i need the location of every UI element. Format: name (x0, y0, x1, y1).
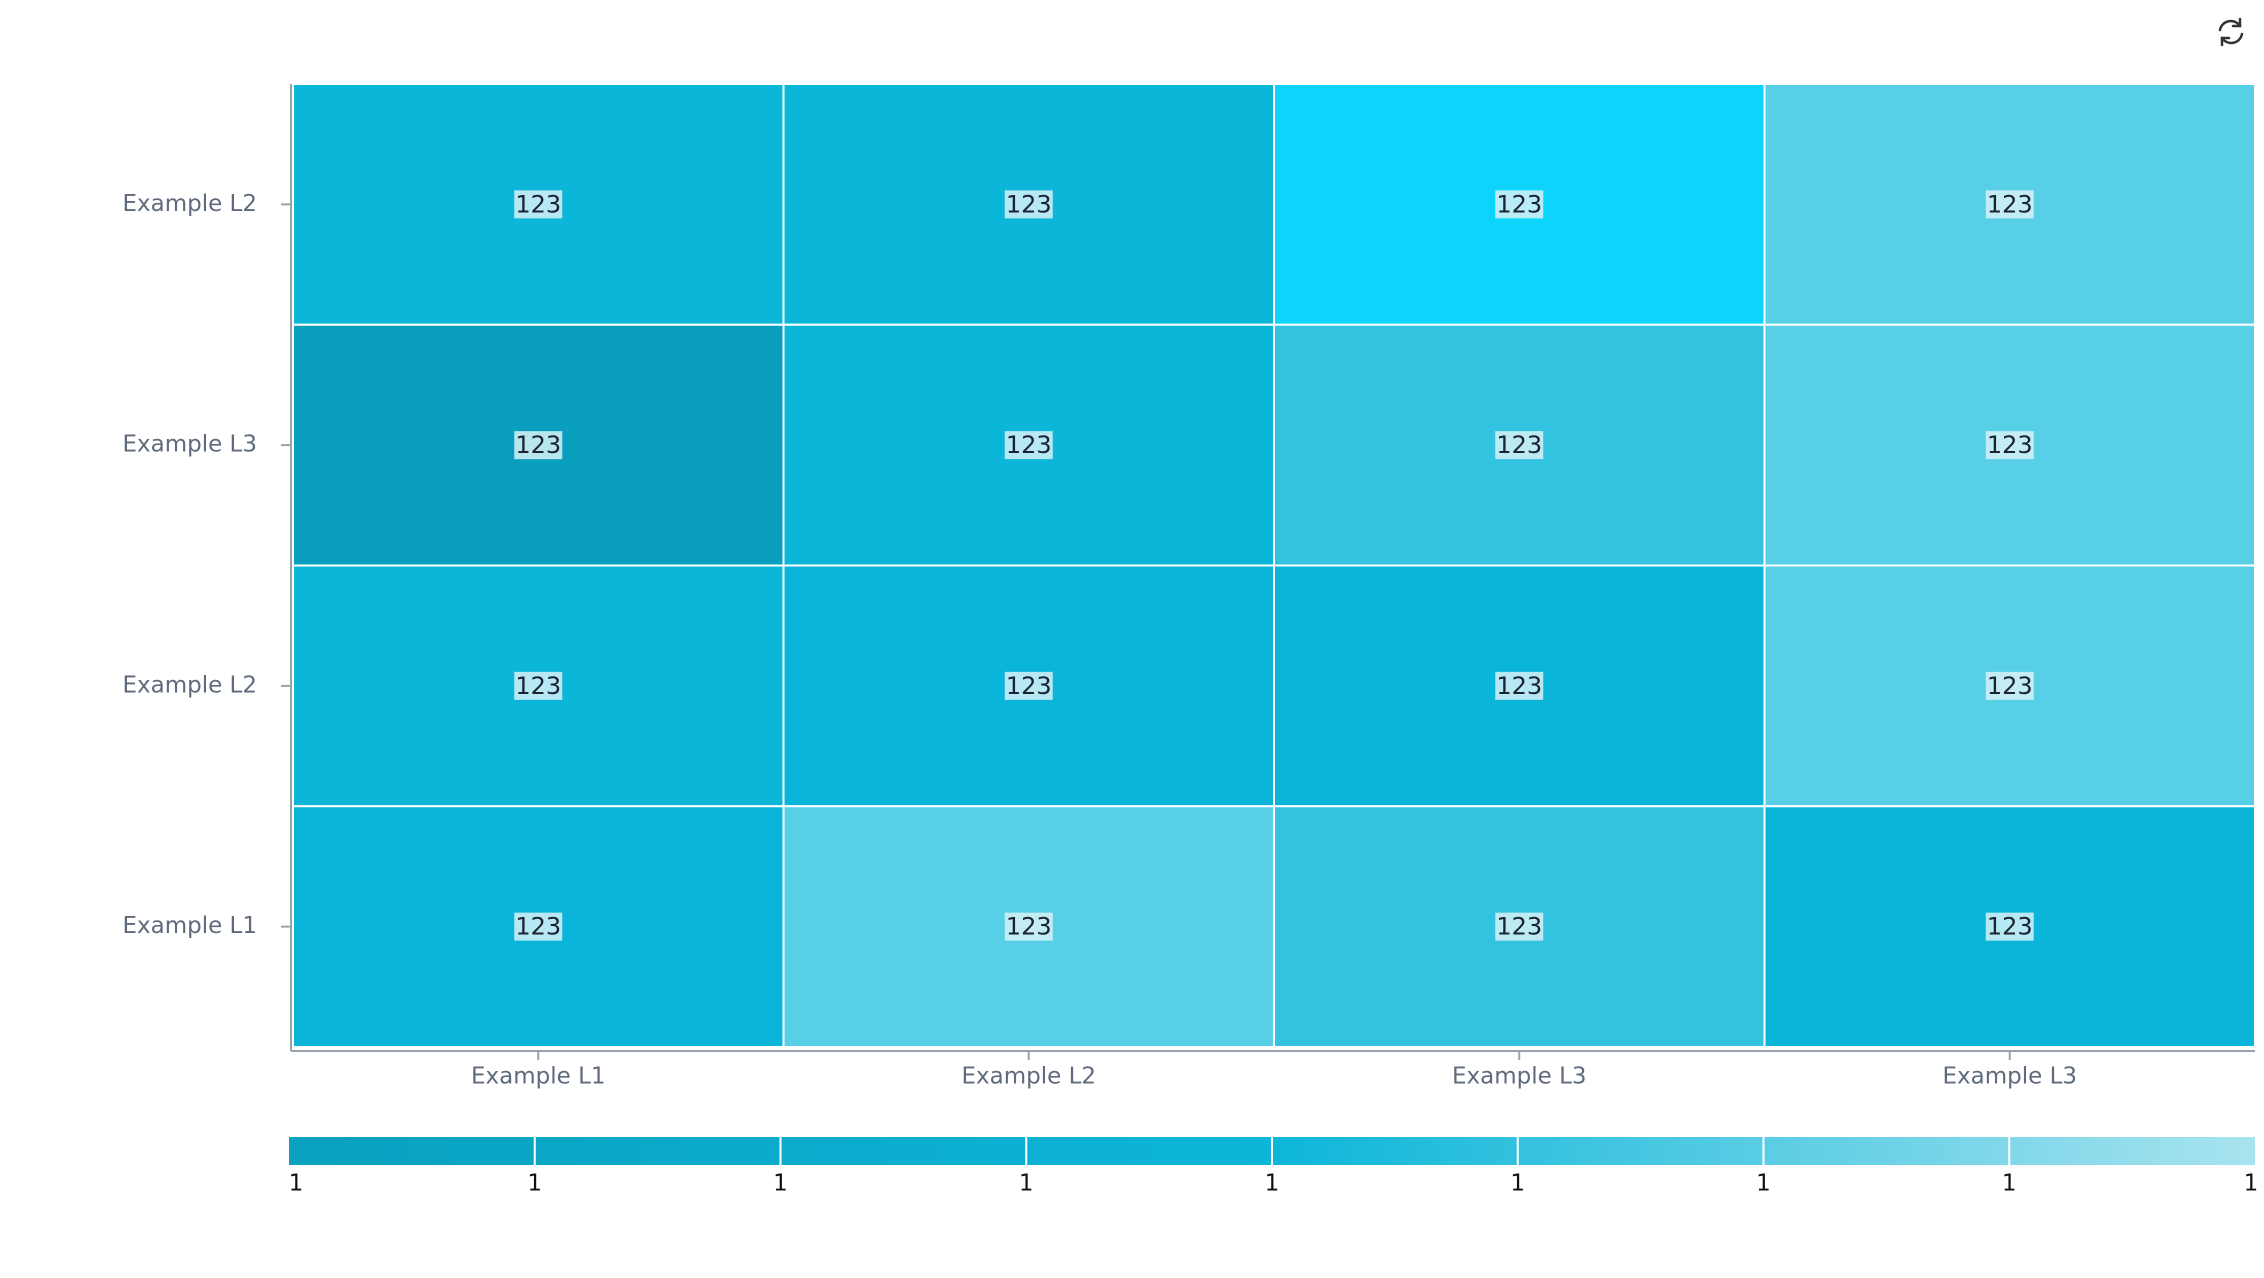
refresh-arrow[interactable] (2220, 36, 2231, 47)
cell-label: 123 (1496, 672, 1542, 700)
cell-label-bg (514, 190, 563, 219)
cell-label-bg (1495, 190, 1544, 219)
cell-label: 123 (1006, 190, 1052, 218)
cell-label: 123 (1987, 431, 2033, 459)
cell-label: 123 (1006, 672, 1052, 700)
cell-label-bg (1004, 671, 1053, 700)
colorbar-tick-label: 1 (1756, 1171, 1771, 1197)
cell-label: 123 (1496, 190, 1542, 218)
cell-label-bg (514, 912, 563, 941)
cell-label-bg (1985, 190, 2034, 219)
cell-label: 123 (1006, 913, 1052, 941)
colorbar-tick-label: 1 (773, 1171, 788, 1197)
refresh-arrow[interactable] (2231, 17, 2242, 28)
cell-label: 123 (515, 913, 561, 941)
cell-label-bg (1004, 431, 1053, 460)
cell-label-bg (1495, 912, 1544, 941)
colorbar-tick-label: 1 (527, 1171, 542, 1197)
x-tick-label: Example L2 (961, 1064, 1096, 1090)
cell-label-bg (1495, 431, 1544, 460)
y-tick-label: Example L2 (122, 191, 257, 217)
y-tick-label: Example L3 (122, 432, 257, 458)
cell-label: 123 (1987, 190, 2033, 218)
refresh-button[interactable] (2218, 17, 2244, 47)
x-tick-label: Example L3 (1942, 1064, 2077, 1090)
cell-label-bg (1985, 431, 2034, 460)
cell-label: 123 (515, 190, 561, 218)
colorbar-tick-label: 1 (289, 1171, 304, 1197)
x-tick-label: Example L3 (1452, 1064, 1587, 1090)
cell-label-bg (1495, 671, 1544, 700)
colorbar-tick-label: 1 (1265, 1171, 1280, 1197)
cell-label: 123 (515, 431, 561, 459)
cell-label: 123 (1987, 913, 2033, 941)
y-tick-label: Example L1 (122, 913, 257, 939)
cell-label-bg (1004, 912, 1053, 941)
refresh-arc[interactable] (2220, 32, 2244, 45)
y-tick-label: Example L2 (122, 672, 257, 698)
cell-label-bg (1985, 912, 2034, 941)
colorbar-tick-label: 1 (1510, 1171, 1525, 1197)
cell-label-bg (514, 431, 563, 460)
cell-label: 123 (1987, 672, 2033, 700)
cell-label-bg (514, 671, 563, 700)
colorbar-tick-label: 1 (2002, 1171, 2017, 1197)
refresh-arc[interactable] (2218, 19, 2242, 32)
cell-label-bg (1985, 671, 2034, 700)
colorbar-tick-label: 1 (2244, 1171, 2259, 1197)
cell-label-bg (1004, 190, 1053, 219)
cell-label: 123 (1496, 913, 1542, 941)
cell-label: 123 (515, 672, 561, 700)
cell-label: 123 (1006, 431, 1052, 459)
cell-label: 123 (1496, 431, 1542, 459)
x-tick-label: Example L1 (471, 1064, 606, 1090)
colorbar-tick-label: 1 (1019, 1171, 1034, 1197)
